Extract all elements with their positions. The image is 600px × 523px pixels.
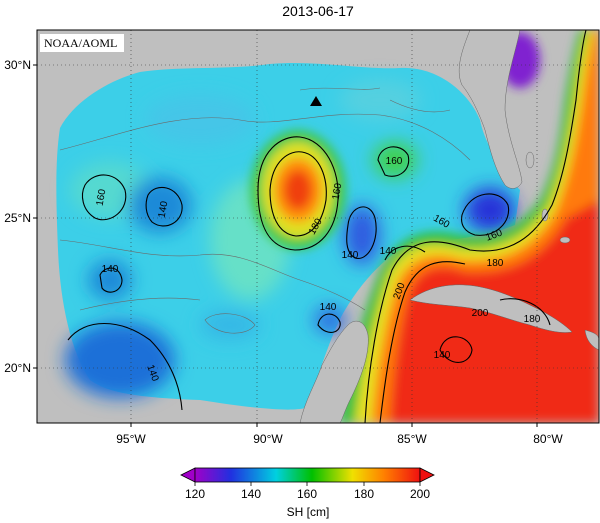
cuba-land — [409, 284, 573, 333]
lat-tick-label: 20°N — [4, 361, 31, 375]
triangle-marker — [310, 96, 322, 106]
map-panel: 160 140 140 160 180 160 140 140 160 160 … — [37, 30, 599, 423]
lon-tick-label: 85°W — [397, 432, 427, 446]
colorbar-tick: 120 — [185, 487, 205, 501]
yucatan-land — [299, 320, 369, 423]
hispaniola-land — [584, 329, 599, 351]
contour-label: 140 — [102, 264, 119, 275]
contour-label: 140 — [434, 350, 451, 361]
colorbar-gradient — [194, 467, 421, 483]
colorbar-max-arrow — [419, 467, 435, 483]
contour-label: 140 — [157, 200, 171, 219]
land-overlays — [299, 30, 599, 423]
contour-label: 180 — [487, 258, 504, 269]
contour-label: 160 — [331, 182, 345, 201]
map-title: 2013-06-17 — [282, 3, 354, 19]
contour-label: 160 — [386, 156, 403, 167]
colorbar-tick: 140 — [241, 487, 261, 501]
gulf-water-field — [56, 63, 521, 410]
lon-tick-label: 90°W — [253, 432, 283, 446]
colorbar-tick: 160 — [297, 487, 317, 501]
contour-label: 140 — [320, 302, 337, 313]
map-gridlines — [37, 30, 599, 423]
lat-tick-label: 30°N — [4, 58, 31, 72]
contour-label: 140 — [342, 250, 359, 261]
map-frame — [36, 29, 600, 424]
credit-label: NOAA/AOML — [44, 36, 117, 50]
colorbar-tick: 180 — [354, 487, 374, 501]
axis-ticks — [33, 64, 538, 427]
colorbar-label: SH [cm] — [287, 505, 330, 519]
lon-tick-label: 80°W — [533, 432, 563, 446]
contour-label: 140 — [380, 246, 397, 257]
florida-land — [458, 30, 523, 189]
contour-label: 200 — [472, 308, 489, 319]
colorbar: 120 140 160 180 200 SH [cm] — [180, 467, 435, 519]
lon-tick-label: 95°W — [116, 432, 146, 446]
contour-label: 180 — [524, 314, 541, 325]
thin-contours — [59, 87, 471, 334]
colorbar-min-arrow — [180, 467, 196, 483]
colorbar-tick: 200 — [410, 487, 430, 501]
contour-label: 160 — [95, 188, 109, 207]
contour-lines — [67, 30, 587, 423]
lat-tick-label: 25°N — [4, 211, 31, 225]
